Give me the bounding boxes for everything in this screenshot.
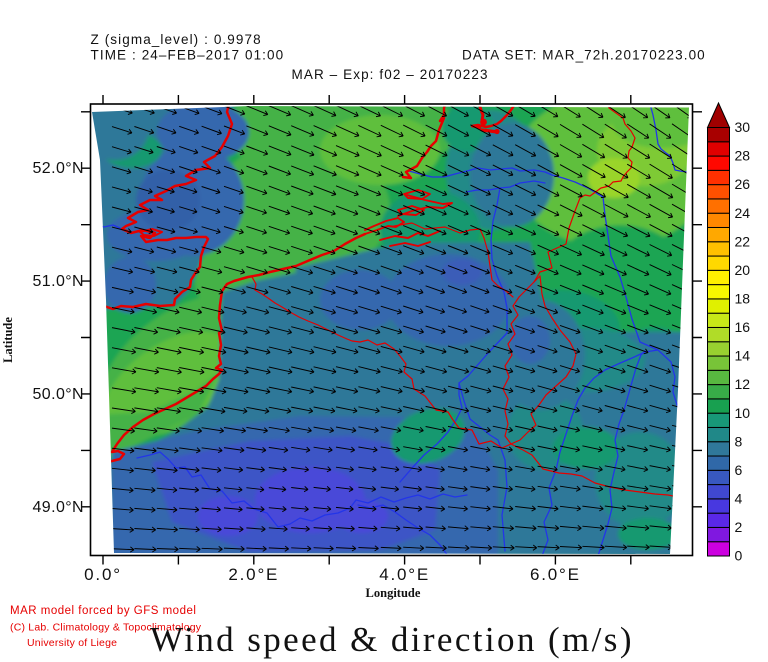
svg-text:TIME : 24–FEB–2017 01:00: TIME : 24–FEB–2017 01:00 — [91, 48, 285, 63]
svg-text:26: 26 — [735, 176, 751, 192]
svg-text:6.0°E: 6.0°E — [530, 565, 581, 584]
svg-text:28: 28 — [735, 148, 751, 164]
svg-text:Wind speed & direction (m/s): Wind speed & direction (m/s) — [150, 620, 634, 659]
svg-text:Latitude: Latitude — [1, 317, 15, 363]
svg-text:22: 22 — [735, 233, 751, 249]
svg-text:Longitude: Longitude — [366, 586, 421, 600]
svg-text:0: 0 — [735, 548, 743, 564]
svg-text:0.0°: 0.0° — [84, 565, 122, 584]
svg-text:(C) Lab. Climatology & Topocli: (C) Lab. Climatology & Topoclimatology — [10, 622, 202, 634]
svg-text:4: 4 — [735, 491, 743, 507]
svg-text:6: 6 — [735, 462, 743, 478]
svg-text:4.0°E: 4.0°E — [379, 565, 430, 584]
svg-text:8: 8 — [735, 433, 743, 449]
svg-text:50.0°N: 50.0°N — [33, 386, 85, 403]
svg-text:MAR – Exp: f02 – 20170223: MAR – Exp: f02 – 20170223 — [292, 67, 489, 82]
svg-text:20: 20 — [735, 262, 751, 278]
svg-text:52.0°N: 52.0°N — [33, 160, 85, 177]
svg-text:MAR model forced by GFS model: MAR model forced by GFS model — [10, 605, 196, 617]
svg-text:49.0°N: 49.0°N — [33, 499, 85, 516]
svg-text:24: 24 — [735, 205, 751, 221]
svg-text:2: 2 — [735, 519, 743, 535]
svg-text:14: 14 — [735, 348, 751, 364]
svg-text:51.0°N: 51.0°N — [33, 273, 85, 290]
svg-text:18: 18 — [735, 291, 751, 307]
svg-text:10: 10 — [735, 405, 751, 421]
svg-text:Z (sigma_level) : 0.9978: Z (sigma_level) : 0.9978 — [91, 32, 262, 47]
svg-text:12: 12 — [735, 376, 751, 392]
svg-text:2.0°E: 2.0°E — [228, 565, 279, 584]
svg-text:30: 30 — [735, 119, 751, 135]
svg-text:16: 16 — [735, 319, 751, 335]
svg-text:University of Liege: University of Liege — [27, 637, 117, 649]
svg-text:DATA SET: MAR_72h.20170223.00: DATA SET: MAR_72h.20170223.00 — [462, 48, 706, 63]
